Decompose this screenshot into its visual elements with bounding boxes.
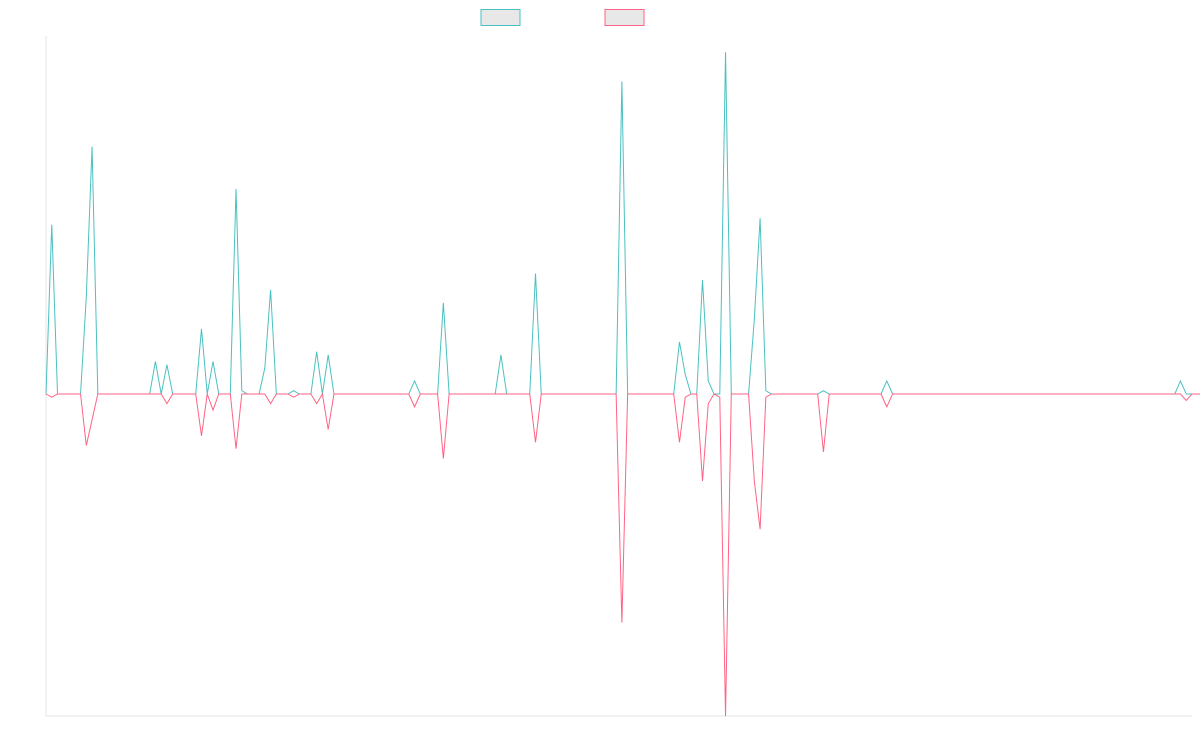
- plot-area: [45, 52, 1200, 717]
- legend-item-2[interactable]: [604, 9, 645, 26]
- legend-swatch-1: [480, 9, 521, 26]
- legend: [480, 9, 645, 26]
- legend-item-1[interactable]: [480, 9, 521, 26]
- legend-swatch-2: [604, 9, 645, 26]
- series-line-2: [45, 392, 1200, 717]
- axes: [45, 36, 1192, 717]
- series-line-1: [45, 52, 1200, 395]
